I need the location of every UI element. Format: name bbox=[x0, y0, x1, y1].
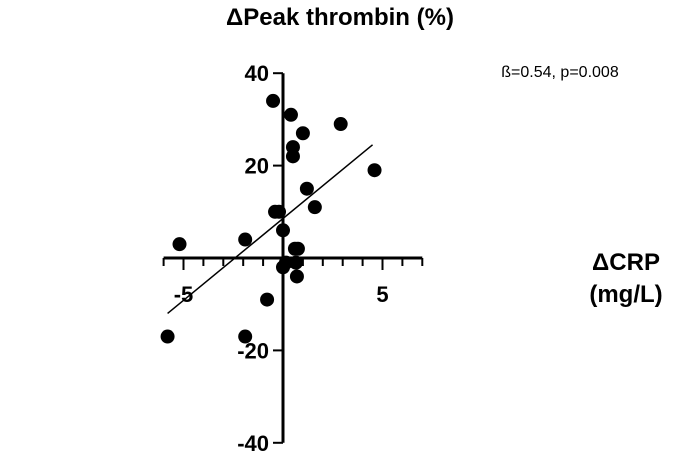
data-point bbox=[288, 255, 303, 270]
data-point bbox=[266, 93, 281, 108]
y-tick-label: 20 bbox=[245, 154, 269, 179]
data-point bbox=[367, 163, 382, 178]
regression-line bbox=[167, 144, 374, 315]
data-point bbox=[283, 107, 298, 122]
data-point bbox=[160, 329, 175, 344]
data-point bbox=[278, 255, 293, 270]
data-point bbox=[285, 149, 300, 164]
x-axis-title: ΔCRP bbox=[592, 249, 660, 276]
data-point bbox=[276, 223, 290, 238]
data-point bbox=[299, 181, 314, 196]
data-points bbox=[160, 93, 382, 344]
data-point bbox=[290, 241, 305, 256]
data-point bbox=[295, 126, 310, 141]
data-point bbox=[333, 117, 348, 132]
fit-line-group bbox=[167, 144, 374, 315]
stat-annotation: ß=0.54, p=0.008 bbox=[501, 64, 619, 81]
data-point bbox=[260, 292, 275, 307]
x-tick-label: 5 bbox=[376, 282, 388, 307]
chart-title: ΔPeak thrombin (%) bbox=[226, 4, 454, 31]
data-point bbox=[289, 269, 304, 284]
data-point bbox=[238, 232, 253, 247]
data-point bbox=[307, 200, 322, 215]
x-axis-unit: (mg/L) bbox=[589, 281, 662, 308]
y-tick-label: -40 bbox=[237, 431, 269, 456]
data-point bbox=[272, 204, 287, 219]
y-tick-label: 40 bbox=[245, 61, 269, 86]
data-point bbox=[172, 237, 187, 252]
data-point bbox=[238, 329, 253, 344]
x-tick-label: -5 bbox=[174, 282, 194, 307]
